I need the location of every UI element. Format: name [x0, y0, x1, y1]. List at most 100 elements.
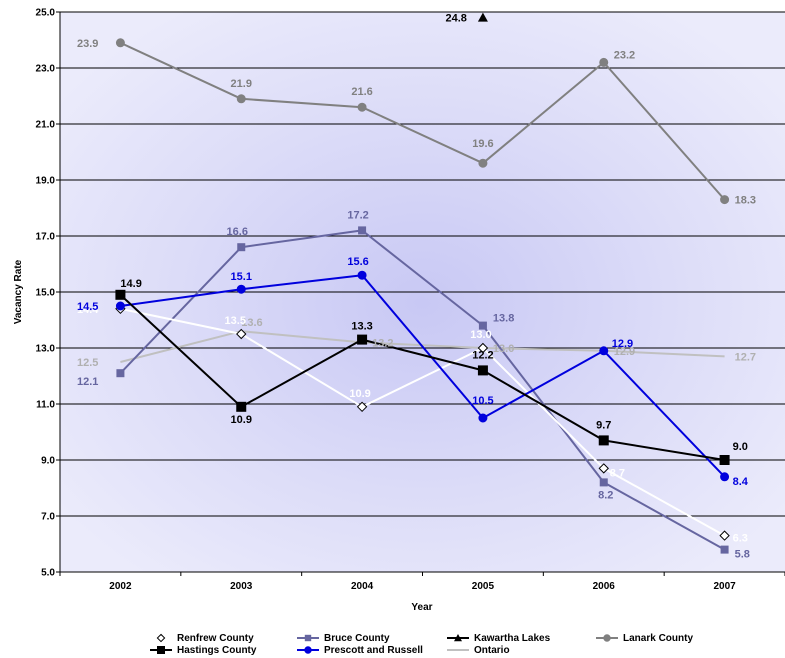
x-tick-label: 2005 — [472, 581, 495, 592]
data-label-prescott-and-russell: 15.6 — [347, 256, 368, 268]
y-tick-label: 9.0 — [41, 456, 55, 467]
gridlines — [56, 11, 785, 573]
data-label-prescott-and-russell: 14.5 — [77, 301, 98, 313]
marker-lanark-county — [720, 195, 730, 205]
data-label-bruce-county: 16.6 — [227, 226, 248, 238]
data-label-hastings-county: 12.2 — [472, 349, 493, 361]
legend-label: Bruce County — [324, 633, 390, 644]
marker-kawartha-lakes — [477, 12, 488, 22]
legend: Renfrew County Bruce County Kawartha Lakes… — [150, 633, 693, 656]
data-label-renfrew-county: 14.4 — [77, 304, 99, 316]
marker-renfrew-county — [156, 633, 166, 643]
legend-label: Ontario — [474, 645, 510, 656]
y-tick-label: 21.0 — [36, 120, 56, 131]
series-lanark-county — [115, 38, 730, 205]
y-tick-labels: 5.0 7.0 9.0 11.0 13.0 15.0 17.0 19.0 21.0 23.0 25.… — [36, 8, 56, 579]
data-label-renfrew-county: 13.0 — [470, 329, 491, 341]
marker-renfrew-county — [598, 463, 609, 474]
legend-item-kawartha-lakes: Kawartha Lakes — [447, 633, 551, 644]
data-label-bruce-county: 17.2 — [347, 209, 368, 221]
marker-renfrew-county — [356, 401, 368, 413]
marker-bruce-county — [304, 634, 312, 642]
y-tick-label: 13.0 — [36, 344, 56, 355]
legend-item-lanark-county: Lanark County — [596, 633, 693, 644]
series-bruce-county — [116, 226, 729, 554]
data-label-renfrew-county: 6.3 — [733, 533, 748, 545]
x-tick-label: 2004 — [351, 581, 374, 592]
series-hastings-county — [115, 289, 730, 465]
legend-label: Kawartha Lakes — [474, 633, 551, 644]
y-tick-label: 19.0 — [36, 176, 56, 187]
data-label-prescott-and-russell: 12.9 — [612, 338, 633, 350]
marker-prescott-and-russell — [478, 413, 488, 423]
y-tick-label: 23.0 — [36, 64, 56, 75]
marker-prescott-and-russell — [236, 284, 246, 294]
data-label-ontario: 13.6 — [241, 317, 262, 329]
legend-label: Lanark County — [623, 633, 693, 644]
marker-lanark-county — [115, 38, 125, 48]
marker-bruce-county — [720, 545, 729, 554]
data-label-ontario: 12.7 — [735, 351, 756, 363]
marker-lanark-county — [357, 102, 367, 112]
series-line-renfrew-county — [120, 307, 726, 537]
data-label-bruce-county: 5.8 — [735, 549, 750, 561]
data-label-hastings-county: 10.9 — [231, 414, 252, 426]
data-label-hastings-county: 14.9 — [120, 278, 141, 290]
data-label-hastings-county: 9.0 — [733, 441, 748, 453]
data-labels: 12.5 13.6 13.2 13.0 12.9 12.7 23.9 21.9 21.6 19.6… — [77, 13, 756, 561]
marker-prescott-and-russell — [304, 646, 312, 654]
marker-bruce-county — [358, 226, 367, 235]
data-label-lanark-county: 19.6 — [472, 138, 493, 150]
marker-prescott-and-russell — [357, 270, 367, 280]
y-tick-label: 11.0 — [36, 400, 55, 411]
marker-hastings-county — [719, 455, 730, 465]
legend-label: Hastings County — [177, 645, 257, 656]
data-label-ontario: 13.2 — [372, 337, 393, 349]
x-tick-label: 2002 — [109, 581, 132, 592]
y-tick-label: 5.0 — [41, 568, 55, 579]
x-tick-labels: 2002 2003 2004 2005 2006 2007 — [109, 581, 736, 592]
legend-label: Prescott and Russell — [324, 645, 423, 656]
series-prescott-and-russell — [115, 270, 730, 482]
axes — [59, 12, 785, 576]
marker-prescott-and-russell — [115, 301, 125, 311]
legend-item-bruce-county: Bruce County — [297, 633, 390, 644]
data-label-bruce-county: 8.2 — [598, 489, 613, 501]
marker-bruce-county — [237, 243, 246, 252]
series-line-lanark-county — [119, 41, 726, 201]
series-layer — [115, 12, 730, 554]
marker-lanark-county — [478, 158, 488, 168]
data-label-kawartha-lakes: 24.8 — [445, 13, 466, 25]
marker-renfrew-county — [719, 530, 730, 541]
legend-item-hastings-county: Hastings County — [150, 645, 257, 656]
series-line-hastings-county — [119, 294, 725, 461]
marker-hastings-county — [115, 289, 126, 300]
marker-hastings-county — [357, 334, 368, 345]
data-label-ontario: 12.9 — [614, 346, 635, 358]
data-label-ontario: 13.0 — [493, 343, 514, 355]
series-kawartha-lakes — [477, 12, 488, 22]
marker-kawartha-lakes — [454, 634, 462, 642]
marker-renfrew-county — [477, 342, 489, 354]
marker-hastings-county — [477, 365, 488, 376]
y-tick-label: 15.0 — [36, 288, 56, 299]
x-tick-label: 2003 — [230, 581, 253, 592]
series-renfrew-county — [115, 303, 730, 541]
data-label-bruce-county: 12.1 — [77, 376, 98, 388]
y-axis-title: Vacancy Rate — [13, 259, 24, 324]
marker-bruce-county — [478, 321, 487, 330]
marker-lanark-county — [599, 57, 609, 67]
marker-hastings-county — [236, 401, 247, 412]
series-line-bruce-county — [119, 229, 726, 551]
legend-item-ontario: Ontario — [447, 645, 510, 656]
x-tick-label: 2006 — [593, 581, 616, 592]
marker-prescott-and-russell — [599, 346, 609, 356]
data-label-bruce-county: 13.8 — [493, 313, 514, 325]
y-tick-label: 17.0 — [36, 232, 56, 243]
y-tick-label: 25.0 — [36, 8, 56, 19]
data-label-prescott-and-russell: 10.5 — [472, 395, 493, 407]
series-line-prescott-and-russell — [120, 274, 726, 478]
marker-hastings-county — [598, 435, 609, 446]
marker-bruce-county — [116, 369, 125, 378]
